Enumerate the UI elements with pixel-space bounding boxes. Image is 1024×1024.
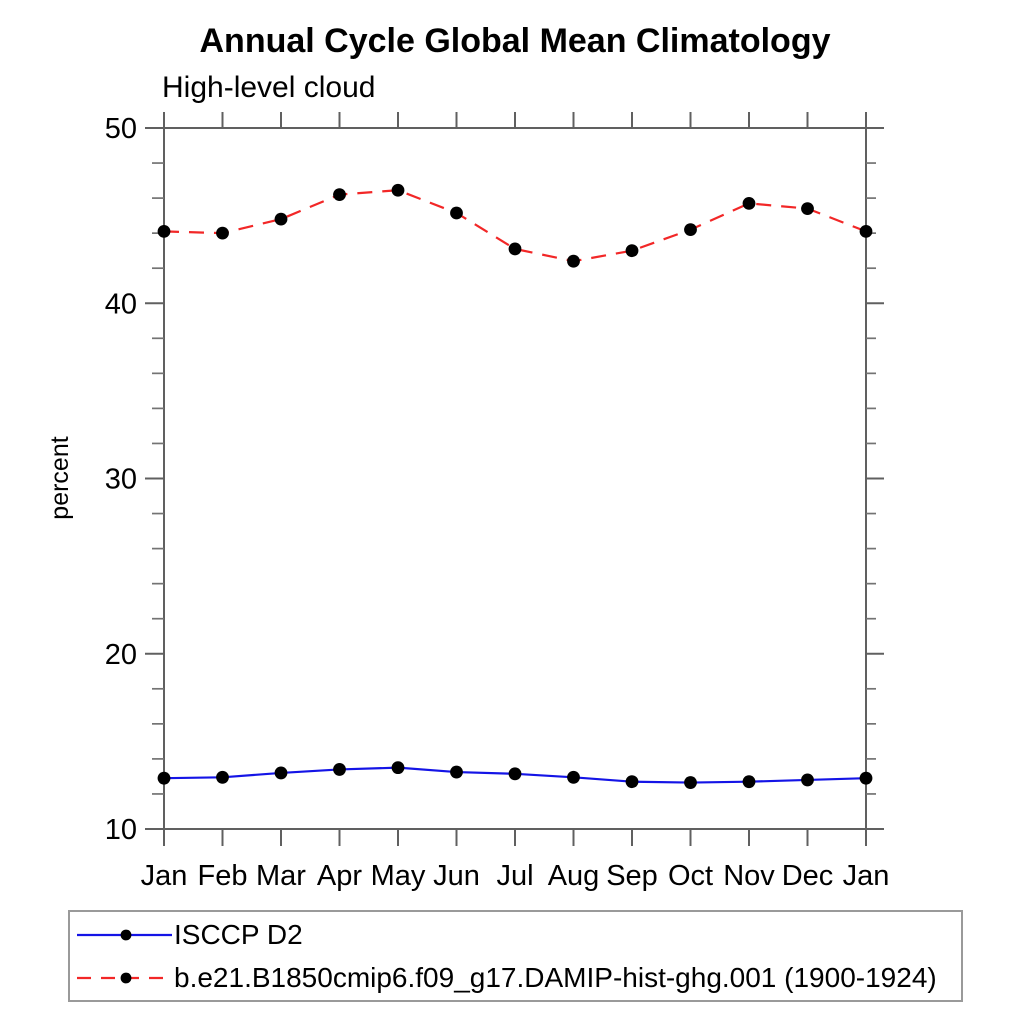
y-tick-label: 50 bbox=[105, 113, 137, 145]
data-point-marker bbox=[508, 242, 522, 256]
data-point-marker bbox=[801, 202, 814, 216]
data-point-marker bbox=[216, 226, 229, 240]
x-tick-label: Apr bbox=[317, 860, 362, 892]
plot-frame bbox=[163, 127, 867, 830]
legend-item-isccp: ISCCP D2 bbox=[74, 913, 961, 956]
x-tick-label: Nov bbox=[723, 860, 775, 892]
x-tick-label: May bbox=[371, 860, 426, 892]
x-tick-label: Sep bbox=[606, 860, 658, 892]
legend-label-isccp: ISCCP D2 bbox=[174, 918, 303, 950]
data-point-marker bbox=[567, 770, 580, 784]
data-point-marker bbox=[157, 771, 171, 785]
data-point-marker bbox=[274, 766, 288, 780]
data-point-marker bbox=[742, 196, 756, 210]
legend-item-model: b.e21.B1850cmip6.f09_g17.DAMIP-hist-ghg.… bbox=[74, 956, 961, 999]
chart-subtitle: High-level cloud bbox=[162, 71, 376, 104]
y-tick-label: 30 bbox=[105, 464, 137, 496]
y-tick-label: 10 bbox=[105, 814, 137, 846]
data-point-marker bbox=[625, 775, 639, 789]
data-point-marker bbox=[274, 212, 288, 226]
data-point-marker bbox=[567, 254, 580, 268]
data-point-marker bbox=[450, 206, 463, 220]
data-point-marker bbox=[333, 188, 346, 201]
x-tick-label: Jan bbox=[843, 860, 890, 892]
data-point-marker bbox=[742, 775, 756, 789]
data-point-marker bbox=[391, 183, 405, 197]
legend-line-sample-solid-icon bbox=[77, 929, 172, 940]
x-tick-label: Mar bbox=[256, 860, 306, 892]
y-tick-label: 40 bbox=[105, 288, 137, 320]
data-point-marker bbox=[333, 763, 346, 776]
legend-line-sample-dashed-icon bbox=[77, 972, 172, 983]
y-axis-title: percent bbox=[46, 436, 74, 519]
data-point-marker bbox=[859, 224, 873, 238]
legend: ISCCP D2 b.e21.B1850cmip6.f09_g17.DAMIP-… bbox=[68, 910, 963, 1002]
x-tick-label: Feb bbox=[198, 860, 248, 892]
data-point-marker bbox=[801, 773, 814, 787]
data-point-marker bbox=[508, 767, 522, 781]
chart-title: Annual Cycle Global Mean Climatology bbox=[199, 22, 831, 60]
legend-label-model: b.e21.B1850cmip6.f09_g17.DAMIP-hist-ghg.… bbox=[174, 961, 937, 993]
data-point-marker bbox=[157, 224, 171, 238]
data-point-marker bbox=[450, 765, 463, 779]
data-point-marker bbox=[859, 771, 873, 785]
data-point-marker bbox=[216, 770, 229, 784]
x-tick-label: Oct bbox=[668, 860, 713, 892]
data-point-marker bbox=[625, 244, 639, 258]
x-tick-label: Aug bbox=[548, 860, 600, 892]
data-point-marker bbox=[684, 223, 697, 237]
y-tick-label: 20 bbox=[105, 639, 137, 671]
x-tick-label: Jul bbox=[496, 860, 533, 892]
x-tick-label: Dec bbox=[782, 860, 834, 892]
x-tick-label: Jun bbox=[433, 860, 480, 892]
data-point-marker bbox=[391, 761, 405, 775]
x-tick-label: Jan bbox=[141, 860, 188, 892]
data-point-marker bbox=[684, 776, 697, 789]
